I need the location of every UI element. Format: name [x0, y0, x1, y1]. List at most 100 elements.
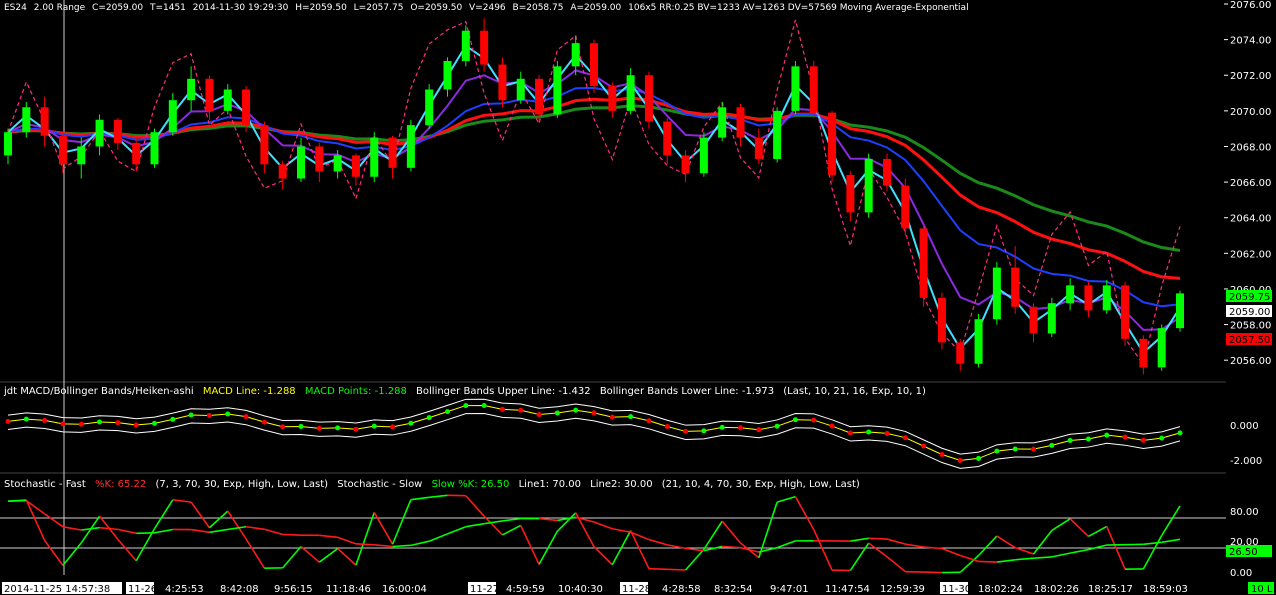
- header-range: 2.00 Range: [34, 3, 86, 13]
- candle-down: [498, 64, 507, 101]
- stoch-tick-0: 0.00: [1230, 568, 1252, 579]
- stoch-fast-segment: [556, 512, 577, 532]
- stoch-fast-segment: [318, 547, 339, 563]
- macd-point: [206, 412, 212, 418]
- macd-point: [408, 420, 414, 426]
- header-info-text: ES24 2.00 Range C=2059.00 T=1451 2014-11…: [4, 3, 969, 13]
- header-low: L=2057.75: [354, 3, 404, 13]
- stoch-slow-segment: [1033, 556, 1052, 559]
- macd-point: [60, 421, 66, 427]
- stoch-fast-segment: [758, 501, 778, 559]
- time-label-11: 4:28:58: [662, 584, 701, 595]
- header-high: H=2059.50: [295, 3, 347, 13]
- macd-point: [1140, 437, 1146, 443]
- macd-point: [1104, 432, 1110, 438]
- macd-point: [884, 430, 890, 436]
- stoch-slow-segment: [868, 537, 888, 540]
- time-label-0: 2014-11-25 14:57:38: [4, 584, 110, 595]
- stoch-fast-segment: [227, 510, 247, 540]
- candle-down: [1139, 338, 1148, 368]
- macd-point: [499, 406, 505, 412]
- candle-up: [974, 319, 983, 364]
- macd-point: [353, 426, 359, 432]
- stoch-slow-segment: [264, 528, 283, 536]
- price-tick-10: 2056.00: [1230, 356, 1271, 367]
- candle-up: [168, 100, 177, 133]
- time-label-20: 18:59:03: [1143, 584, 1188, 595]
- stoch-fast-segment: [245, 538, 266, 569]
- candle-up: [425, 89, 434, 126]
- macd-point: [1159, 435, 1165, 441]
- stoch-slow-segment: [282, 533, 302, 536]
- time-label-19: 18:25:17: [1088, 584, 1133, 595]
- macd-point: [902, 435, 908, 441]
- stoch-slow-segment: [44, 513, 64, 528]
- mid-price-tag: 2059.00: [1229, 307, 1270, 318]
- candle-down: [278, 164, 287, 179]
- price-tick-0: 2076.00: [1230, 0, 1271, 11]
- macd-point: [5, 418, 11, 424]
- macd-point: [792, 417, 798, 423]
- time-label-bg-16: [940, 582, 968, 594]
- macd-point: [738, 425, 743, 431]
- macd-tick-neg2: -2.000: [1230, 456, 1262, 467]
- macd-line-value: MACD Line: -1.288: [203, 386, 296, 397]
- corner-tag: 10 L: [1251, 584, 1273, 595]
- stoch-tick-80: 80.00: [1230, 507, 1259, 518]
- stoch-fast-segment: [62, 542, 82, 566]
- time-label-bg-10: [620, 582, 648, 594]
- candle-up: [516, 78, 525, 101]
- stoch-fast-segment: [684, 548, 705, 571]
- stoch-slow-segment: [776, 540, 796, 549]
- macd-point: [481, 403, 487, 409]
- macd-point: [701, 428, 707, 434]
- macd-point: [664, 423, 670, 429]
- macd-panel: jdt MACD/Bollinger Bands/Heiken-ashi MAC…: [3, 386, 1262, 469]
- time-label-13: 9:47:01: [770, 584, 809, 595]
- stoch-slow-segment: [1088, 544, 1107, 551]
- candle-up: [571, 43, 580, 67]
- stoch-slow-title: Stochastic - Slow: [337, 479, 422, 490]
- time-label-5: 11:18:46: [326, 584, 371, 595]
- stoch-slow-segment: [648, 538, 668, 546]
- macd-point: [335, 425, 341, 431]
- stoch-fast-segment: [410, 496, 430, 501]
- time-label-9: 10:40:30: [558, 584, 603, 595]
- macd-point: [445, 409, 450, 415]
- header-symbol: ES24: [4, 3, 27, 13]
- mid-price-tag-bg: [1226, 305, 1272, 317]
- stoch-slow-k: Slow %K: 26.50: [432, 479, 510, 490]
- stoch-slow-segment: [703, 545, 723, 552]
- header-ticks: T=1451: [149, 3, 186, 13]
- stoch-slow-params: (21, 10, 4, 70, 30, Exp, High, Low, Last…: [662, 479, 860, 490]
- stoch-fast-segment: [502, 524, 522, 536]
- candle-down: [260, 125, 269, 165]
- candle-down: [132, 142, 141, 165]
- time-label-3: 8:42:08: [220, 584, 259, 595]
- candle-up: [370, 137, 379, 177]
- stoch-fast-segment: [593, 546, 613, 566]
- stoch-slow-segment: [484, 520, 503, 525]
- candle-up: [406, 125, 415, 168]
- header-datetime: 2014-11-30 19:29:30: [193, 3, 289, 13]
- stoch-fast-segment: [117, 538, 137, 562]
- last-price-tag: 2059.75: [1229, 292, 1270, 303]
- candle-up: [773, 110, 782, 159]
- candle-down: [644, 75, 653, 122]
- low-price-tag: 2057.50: [1229, 335, 1270, 346]
- macd-point: [554, 410, 560, 416]
- stoch-slow-segment: [1143, 541, 1162, 546]
- time-label-7: 11-27: [470, 584, 499, 595]
- price-tick-6: 2064.00: [1230, 214, 1271, 225]
- stoch-fast-segment: [977, 535, 998, 557]
- macd-point: [976, 455, 982, 461]
- stoch-fast-segment: [794, 496, 815, 530]
- stoch-slow-segment: [612, 527, 631, 534]
- stoch-slow-segment: [319, 534, 338, 539]
- dashed-indicator-line: [7, 19, 1181, 367]
- candle-down: [480, 30, 489, 65]
- macd-point: [390, 424, 396, 430]
- stoch-slow-segment: [447, 525, 467, 535]
- macd-point: [591, 410, 597, 416]
